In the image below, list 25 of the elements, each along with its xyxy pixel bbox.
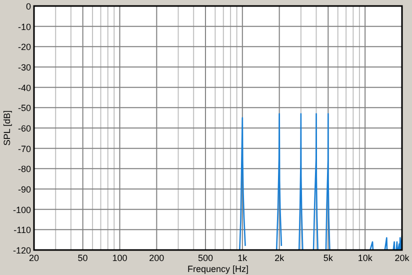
y-tick-label: -90 [18,184,31,194]
y-tick-label: 0 [26,2,31,12]
x-tick-label: 100 [112,253,128,263]
x-tick-label: 2k [274,253,285,263]
x-tick-label: 10k [358,253,373,263]
y-tick-label: -120 [12,246,31,256]
y-tick-label: -50 [18,103,31,114]
x-tick-label: 1k [238,253,248,263]
x-axis-title: Frequency [Hz] [187,264,249,274]
y-axis-title: SPL [dB] [2,110,12,146]
x-tick-label: 20 [28,253,40,263]
y-tick-label: -110 [14,225,31,236]
y-tick-label: -30 [18,62,31,72]
x-tick-label: 200 [149,253,164,263]
x-tick-label: 50 [78,253,88,263]
y-tick-label: -40 [18,82,31,93]
y-tick-label: -70 [18,144,31,154]
x-tick-label: 5k [323,253,334,263]
x-tick-label: 20k [394,253,410,263]
y-tick-label: -100 [12,204,31,215]
y-tick-label: -10 [18,22,31,32]
x-tick-label: 500 [198,253,213,263]
y-tick-label: -80 [18,164,31,174]
y-tick-label: -60 [18,124,31,134]
y-tick-label: -20 [18,42,31,52]
